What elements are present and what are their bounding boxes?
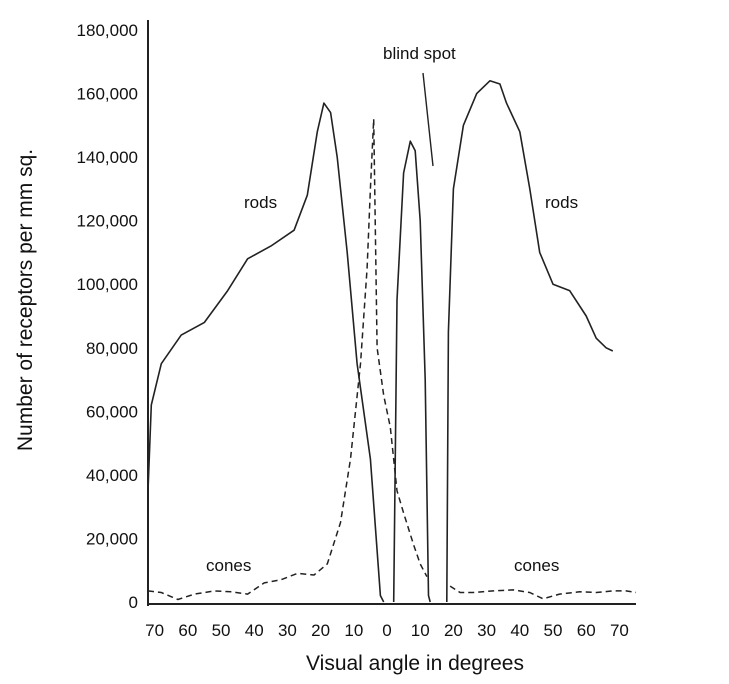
x-tick-label: 40: [245, 621, 264, 640]
x-axis-title: Visual angle in degrees: [306, 652, 524, 675]
x-tick-labels: 70 60 50 40 30 20 10 0 10 20 30 40 50 60 70: [145, 621, 629, 640]
y-tick-labels: 0 20,000 40,000 60,000 80,000 100,000 120,000 1…: [77, 21, 138, 612]
y-tick-label: 120,000: [77, 212, 138, 231]
axes: [147, 20, 636, 606]
cones-left-label: cones: [206, 556, 251, 575]
series-layer: [147, 80, 637, 603]
y-tick-label: 40,000: [86, 466, 138, 485]
y-tick-label: 20,000: [86, 529, 138, 548]
rods-density-line-segment-3: [446, 80, 614, 603]
rods-density-line-segment-2: [392, 140, 431, 603]
x-tick-label: 30: [278, 621, 297, 640]
y-axis-title: Number of receptors per mm sq.: [14, 149, 37, 451]
y-tick-label: 140,000: [77, 148, 138, 167]
blind-spot-pointer: [422, 72, 434, 167]
rods-density-line-segment-1: [147, 102, 385, 603]
x-tick-label: 20: [444, 621, 463, 640]
x-tick-label: 10: [344, 621, 363, 640]
x-tick-label: 20: [311, 621, 330, 640]
cones-right-label: cones: [514, 556, 559, 575]
x-tick-label: 30: [477, 621, 496, 640]
x-tick-label: 60: [577, 621, 596, 640]
x-tick-label: 70: [145, 621, 164, 640]
y-tick-label: 80,000: [86, 339, 138, 358]
cones-density-line-segment-1: [147, 118, 428, 601]
y-tick-label: 160,000: [77, 85, 138, 104]
x-tick-label: 10: [411, 621, 430, 640]
cones-density-line-segment-2: [449, 585, 637, 600]
rods-left-label: rods: [244, 193, 277, 212]
x-tick-label: 0: [382, 621, 391, 640]
x-tick-label: 70: [610, 621, 629, 640]
blind-spot-label: blind spot: [383, 44, 456, 63]
x-tick-label: 40: [510, 621, 529, 640]
y-tick-label: 0: [129, 593, 138, 612]
y-tick-label: 180,000: [77, 21, 138, 40]
x-tick-label: 60: [178, 621, 197, 640]
x-tick-label: 50: [544, 621, 563, 640]
y-tick-label: 60,000: [86, 402, 138, 421]
y-tick-label: 100,000: [77, 275, 138, 294]
rods-right-label: rods: [545, 193, 578, 212]
x-tick-label: 50: [212, 621, 231, 640]
